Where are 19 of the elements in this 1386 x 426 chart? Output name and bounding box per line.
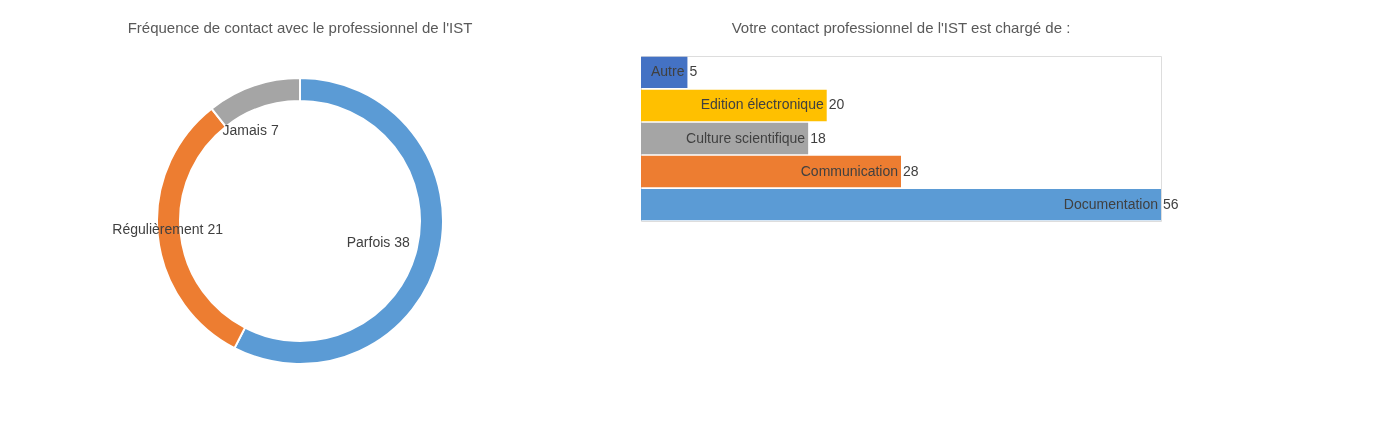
data-label: 18 xyxy=(810,129,826,146)
data-label: 56 xyxy=(1163,195,1179,212)
data-label: 38 xyxy=(394,234,411,251)
data-label: 21 xyxy=(207,221,224,238)
data-label: 20 xyxy=(828,96,845,113)
slice-label: Jamais xyxy=(222,122,267,139)
y-tick-label: Communication xyxy=(800,162,898,179)
y-tick-label: Edition électronique xyxy=(700,96,824,113)
chart-title: Fréquence de contact avec le professionnel de l'IST xyxy=(127,19,473,36)
y-tick-label: Autre xyxy=(650,63,685,80)
data-label: 7 xyxy=(270,122,279,139)
slice-label: Parfois xyxy=(346,234,391,251)
bar xyxy=(641,188,1161,221)
y-tick-label: Documentation xyxy=(1063,195,1158,212)
chart-title: Votre contact professionnel de l'IST est chargé de : xyxy=(731,19,1071,36)
y-tick-label: Culture scientifique xyxy=(686,129,806,146)
data-label: 5 xyxy=(689,63,698,80)
bar xyxy=(641,155,901,188)
data-label: 28 xyxy=(903,162,919,179)
